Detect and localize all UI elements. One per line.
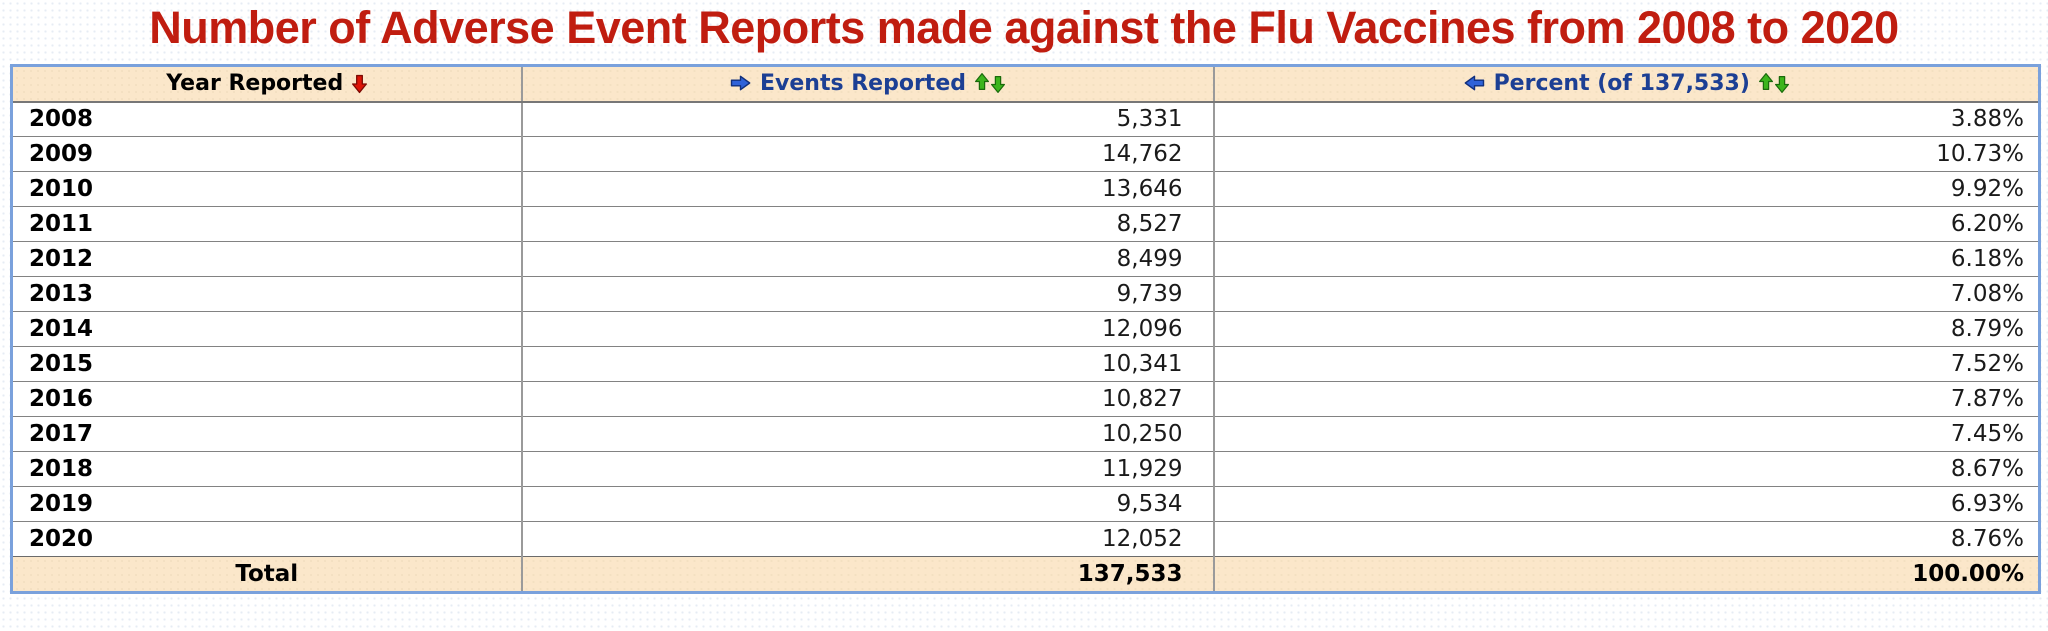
- year-cell: 2008: [29, 106, 94, 133]
- column-label-percent: Percent (of 137,533): [1493, 70, 1750, 96]
- year-cell: 2020: [11, 521, 522, 557]
- table-body: 2008 5,331 3.88% 2009 14,762 10.73% 2010 13,646…: [11, 101, 2040, 557]
- percent-cell: 6.18%: [1212, 241, 2040, 277]
- green-up-down-arrows-icon[interactable]: [1758, 72, 1789, 94]
- table-header-row: Year Reported Events Reported: [11, 65, 2040, 103]
- percent-cell: 10.73%: [1212, 136, 2040, 172]
- year-cell: 2015: [11, 346, 522, 382]
- table-row: 2011 8,527 6.20%: [11, 206, 2040, 242]
- table-row: 2008 5,331 3.88%: [12, 101, 2040, 137]
- table-row: 2016 10,827 7.87%: [11, 381, 2040, 417]
- events-cell: 8,499: [520, 241, 1214, 277]
- table-row: 2009 14,762 10.73%: [11, 136, 2040, 172]
- events-cell: 12,096: [520, 311, 1214, 347]
- events-cell: 5,331: [520, 101, 1214, 137]
- year-cell: 2010: [11, 171, 522, 207]
- column-label-events-reported: Events Reported: [760, 70, 966, 96]
- events-cell: 9,739: [520, 276, 1214, 312]
- column-header-events-reported[interactable]: Events Reported: [520, 65, 1214, 103]
- table-row: 2019 9,534 6.93%: [11, 486, 2040, 522]
- total-events-cell: 137,533: [520, 556, 1214, 593]
- year-cell: 2014: [11, 311, 522, 347]
- percent-cell: 7.45%: [1212, 416, 2040, 452]
- blue-left-arrow-icon[interactable]: [1464, 75, 1485, 91]
- year-cell: 2017: [11, 416, 522, 452]
- percent-cell: 3.88%: [1212, 101, 2040, 137]
- red-down-arrow-icon[interactable]: [352, 74, 368, 94]
- green-up-arrow-icon[interactable]: [1758, 72, 1773, 91]
- percent-cell: 6.93%: [1212, 486, 2040, 522]
- green-up-arrow-icon[interactable]: [974, 72, 989, 91]
- adverse-events-table: Year Reported Events Reported: [10, 64, 2041, 594]
- percent-cell: 8.67%: [1212, 451, 2040, 487]
- percent-cell: 9.92%: [1212, 171, 2040, 207]
- column-label-year-reported: Year Reported: [166, 71, 344, 97]
- events-cell: 13,646: [520, 171, 1214, 207]
- year-cell: 2011: [11, 206, 522, 242]
- events-cell: 10,250: [520, 416, 1214, 452]
- column-header-year-reported[interactable]: Year Reported: [11, 65, 522, 103]
- year-cell: 2019: [11, 486, 522, 522]
- year-cell: 2016: [11, 381, 522, 417]
- events-cell: 14,762: [520, 136, 1214, 172]
- blue-right-arrow-icon[interactable]: [730, 75, 751, 91]
- events-cell: 9,534: [520, 486, 1214, 522]
- percent-cell: 8.76%: [1212, 521, 2040, 557]
- table-row: 2017 10,250 7.45%: [11, 416, 2040, 452]
- table-row: 2010 13,646 9.92%: [11, 171, 2040, 207]
- percent-cell: 8.79%: [1212, 311, 2040, 347]
- events-cell: 10,827: [520, 381, 1214, 417]
- page-title: Number of Adverse Event Reports made aga…: [149, 2, 1899, 53]
- table-row: 2012 8,499 6.18%: [11, 241, 2040, 277]
- total-percent-cell: 100.00%: [1212, 556, 2040, 593]
- green-down-arrow-icon[interactable]: [1774, 75, 1789, 94]
- total-label-cell: Total: [11, 556, 522, 593]
- year-cell: 2013: [11, 276, 522, 312]
- events-cell: 12,052: [520, 521, 1214, 557]
- column-header-percent[interactable]: Percent (of 137,533): [1212, 65, 2040, 103]
- table-row: 2014 12,096 8.79%: [11, 311, 2040, 347]
- percent-cell: 6.20%: [1212, 206, 2040, 242]
- events-cell: 11,929: [520, 451, 1214, 487]
- green-up-down-arrows-icon[interactable]: [974, 72, 1005, 94]
- table-row: 2015 10,341 7.52%: [11, 346, 2040, 382]
- total-row: Total 137,533 100.00%: [11, 556, 2040, 593]
- table-row: 2013 9,739 7.08%: [11, 276, 2040, 312]
- year-cell: 2012: [11, 241, 522, 277]
- percent-cell: 7.52%: [1212, 346, 2040, 382]
- table-row: 2020 12,052 8.76%: [11, 521, 2040, 557]
- green-down-arrow-icon[interactable]: [990, 75, 1005, 94]
- percent-cell: 7.87%: [1212, 381, 2040, 417]
- events-cell: 8,527: [520, 206, 1214, 242]
- percent-cell: 7.08%: [1212, 276, 2040, 312]
- events-cell: 10,341: [520, 346, 1214, 382]
- table-row: 2018 11,929 8.67%: [11, 451, 2040, 487]
- year-cell: 2009: [11, 136, 522, 172]
- year-cell: 2018: [11, 451, 522, 487]
